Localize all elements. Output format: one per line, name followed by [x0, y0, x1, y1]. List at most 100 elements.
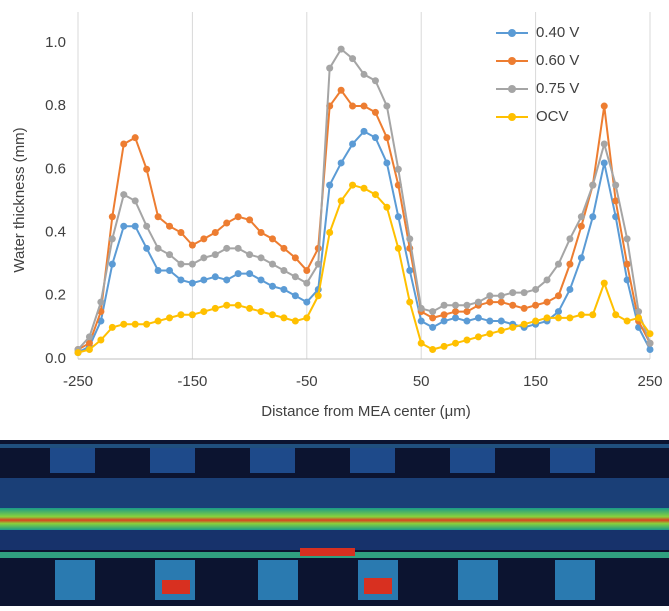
data-point [543, 298, 551, 306]
data-point [429, 308, 437, 316]
data-point [337, 86, 345, 94]
data-point [623, 276, 631, 284]
data-point [349, 140, 357, 148]
data-point [543, 276, 551, 284]
data-point [85, 333, 93, 341]
data-point [166, 314, 174, 322]
data-point [612, 197, 620, 205]
data-point [166, 251, 174, 259]
data-point [166, 266, 174, 274]
data-point [589, 181, 597, 189]
data-point [303, 279, 311, 287]
data-point [268, 260, 276, 268]
data-point [246, 251, 254, 259]
data-point [349, 102, 357, 110]
x-tick-label: 250 [637, 373, 662, 390]
data-point [509, 289, 517, 297]
legend-label: 0.40 V [536, 24, 579, 41]
y-tick-label: 0.0 [45, 350, 66, 367]
data-point [497, 298, 505, 306]
data-point [143, 165, 151, 173]
data-point [188, 279, 196, 287]
data-point [257, 254, 265, 262]
data-point [154, 213, 162, 221]
data-point [211, 251, 219, 259]
data-point [486, 292, 494, 300]
data-point [177, 311, 185, 319]
legend-label: 0.60 V [536, 52, 579, 69]
data-point [520, 304, 528, 312]
data-point [635, 314, 643, 322]
data-point [394, 165, 402, 173]
data-point [120, 191, 128, 199]
data-point [474, 298, 482, 306]
data-point [600, 159, 608, 167]
data-point [97, 336, 105, 344]
data-point [532, 317, 540, 325]
data-point [371, 77, 379, 85]
data-point [394, 213, 402, 221]
x-tick-label: -50 [296, 373, 318, 390]
data-point [200, 276, 208, 284]
data-point [371, 191, 379, 199]
data-point [452, 339, 460, 347]
data-point [268, 282, 276, 290]
data-point [623, 317, 631, 325]
data-point [303, 314, 311, 322]
data-point [383, 134, 391, 142]
data-point [85, 339, 93, 347]
data-point [623, 235, 631, 243]
data-point [257, 308, 265, 316]
data-point [646, 346, 654, 354]
data-point [371, 134, 379, 142]
data-point [154, 266, 162, 274]
data-point [440, 311, 448, 319]
data-point [532, 301, 540, 309]
data-point [532, 285, 540, 293]
data-point [291, 254, 299, 262]
legend-marker [508, 113, 516, 121]
data-point [188, 260, 196, 268]
data-point [486, 298, 494, 306]
data-point [97, 298, 105, 306]
data-point [554, 308, 562, 316]
data-point [566, 285, 574, 293]
data-point [303, 266, 311, 274]
data-point [337, 45, 345, 53]
x-tick-label: -250 [63, 373, 93, 390]
data-point [257, 276, 265, 284]
data-point [143, 222, 151, 230]
data-point [383, 159, 391, 167]
data-point [440, 301, 448, 309]
data-point [223, 244, 231, 252]
data-point [509, 323, 517, 331]
data-point [314, 260, 322, 268]
series-line [77, 183, 651, 354]
data-point [623, 260, 631, 268]
data-point [326, 229, 334, 237]
data-point [600, 102, 608, 110]
data-point [520, 289, 528, 297]
data-point [234, 270, 242, 278]
x-tick-label: 150 [523, 373, 548, 390]
y-tick-label: 0.6 [45, 160, 66, 177]
data-point [383, 203, 391, 211]
data-point [486, 317, 494, 325]
data-point [131, 222, 139, 230]
data-point [474, 333, 482, 341]
data-point [497, 327, 505, 335]
data-point [349, 55, 357, 63]
data-point [646, 339, 654, 347]
data-point [246, 270, 254, 278]
data-point [234, 301, 242, 309]
data-point [554, 314, 562, 322]
data-point [200, 308, 208, 316]
data-point [600, 279, 608, 287]
data-point [360, 102, 368, 110]
data-point [349, 181, 357, 189]
data-point [120, 222, 128, 230]
data-point [554, 260, 562, 268]
data-point [268, 311, 276, 319]
data-point [257, 229, 265, 237]
